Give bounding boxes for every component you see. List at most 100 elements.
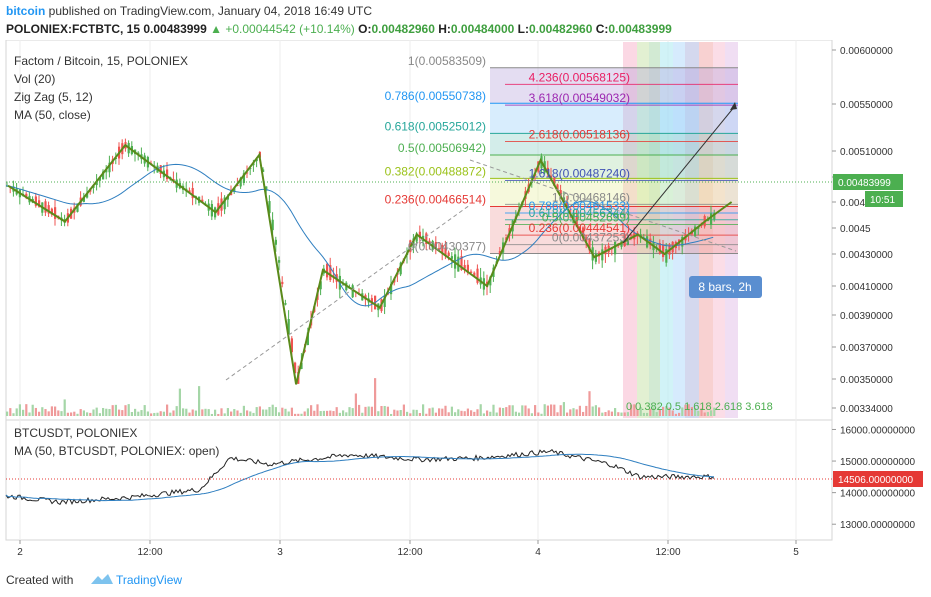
lower-legend-ma[interactable]: MA (50, BTCUSDT, POLONIEX: open) [14,444,219,458]
volume-bar [594,405,597,416]
volume-bar [671,410,674,416]
fib-extension-bands[interactable] [505,83,738,246]
volume-bar [345,412,348,416]
fib-extension-label: 1(0.00468146) [552,190,630,204]
volume-bar [495,412,498,416]
time-tag-text: 10:51 [870,195,895,206]
candle-body [82,196,85,202]
legend-ma[interactable]: MA (50, close) [14,108,91,122]
candle-body [489,276,492,286]
volume-bar [684,404,687,416]
candle-body [108,162,111,173]
candle-body [441,245,444,254]
open-value: 0.00482960 [371,22,435,36]
y-tick-label: 0.0047 [840,198,871,209]
tradingview-link[interactable]: TradingView [116,573,183,587]
volume-bar [556,412,559,416]
volume-bar [572,408,575,416]
candle-body [278,260,281,263]
zigzag-path [7,143,733,385]
volume-bar [620,412,623,416]
publish-line: bitcoin published on TradingView.com, Ja… [6,4,372,18]
lower-price-axis[interactable]: 16000.00000000 15000.00000000 14000.000000… [832,425,916,531]
volume-bar [95,407,98,416]
volume-bar [367,406,370,416]
volume-bar [290,407,293,416]
author-name[interactable]: bitcoin [6,4,46,18]
volume-bar [527,408,530,416]
volume-bar [591,406,594,416]
volume-bar [201,409,204,416]
volume-bar [511,405,514,416]
candle-body [159,165,162,174]
volume-bar [674,413,677,416]
footer: Created with TradingView [0,562,931,597]
time-axis[interactable]: 2 12:00 3 12:00 4 12:00 5 [17,540,799,558]
volume-bar [287,411,290,416]
projection-dash-line[interactable] [469,159,737,252]
lower-y-tick-label: 13000.00000000 [840,520,916,531]
volume-bar [169,412,172,416]
candle-body [95,181,98,186]
lower-pane[interactable] [5,419,833,541]
volume-bar [681,407,684,416]
volume-bar [66,412,69,416]
candle-body [351,285,354,298]
volume-bar [354,393,357,416]
price-change: +0.00044542 (+10.14%) [225,22,355,36]
volume-bar [50,406,53,416]
volume-bar [207,409,210,416]
candle-body [255,159,258,162]
trend-dash-line[interactable] [225,204,471,381]
high-label: H: [438,22,451,36]
volume-bar [508,405,511,416]
legend-vol[interactable]: Vol (20) [14,72,55,86]
fib-time-zones[interactable] [623,42,738,418]
volume-bar [124,405,127,416]
price-axis[interactable]: 0.006000000.005500000.005100000.00490000… [832,46,893,415]
candle-body [428,240,431,243]
candle-body [201,199,204,203]
fib-extension-label: 0(0.00437253) [552,231,630,245]
volume-bar [210,413,213,416]
volume-bar [214,409,217,416]
volume-bar [89,412,92,416]
volume-bar [530,413,533,416]
candle-body [470,271,473,273]
candle-body [390,283,393,295]
y-tick-label: 0.00390000 [840,311,893,322]
volume-bar [86,412,89,416]
legend-zigzag[interactable]: Zig Zag (5, 12) [14,90,93,104]
volume-bar [646,412,649,416]
fib-extension-label: 0.786(0.00461533) [529,199,630,213]
volume-bar [562,402,565,416]
volume-bar [130,411,133,416]
last-price-tag [833,174,903,190]
volume-bar [262,409,265,416]
volume-bar [393,409,396,416]
projection-arrow[interactable] [622,105,736,244]
volume-bar [585,405,588,416]
volume-bar [479,404,482,416]
candle-body [233,187,236,193]
candle-body [569,210,572,212]
tradingview-logo-icon[interactable] [90,572,114,586]
candle-body [102,171,105,180]
volume-bar [255,407,258,416]
volume-bar [22,409,25,416]
candle-body [76,203,79,212]
volume-bar [338,412,341,416]
volume-bar [162,411,165,416]
volume-bar [710,410,713,416]
volume-bar [489,411,492,416]
fib-extension-label: 2.618(0.00518136) [529,127,630,141]
close-value: 0.00483999 [608,22,672,36]
volume-bar [582,411,585,416]
price-chart[interactable]: 1(0.00583509) 0.786(0.00550738) 0.618(0.00… [0,40,931,562]
projection-box[interactable] [689,276,762,298]
candle-body [582,227,585,239]
volume-bar [694,407,697,416]
volume-bar [476,409,479,416]
volume-bar [543,404,546,416]
fib-retracement-bands[interactable] [490,67,738,255]
